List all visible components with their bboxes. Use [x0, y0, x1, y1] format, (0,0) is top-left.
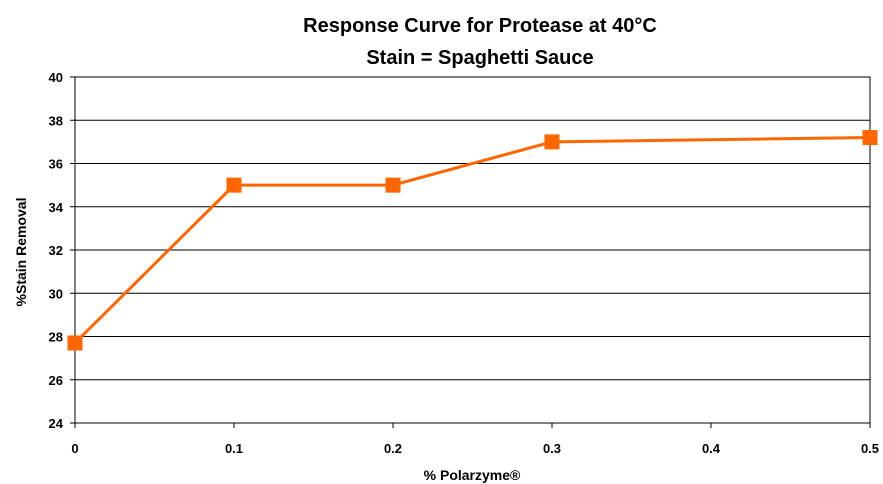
data-point-marker: [385, 177, 401, 193]
data-markers: [67, 130, 878, 351]
y-tick-label: 28: [49, 330, 63, 345]
series-line: [73, 136, 871, 345]
series-polyline: [73, 136, 871, 345]
chart-subtitle: Stain = Spaghetti Sauce: [366, 47, 593, 69]
data-point-marker: [67, 335, 83, 351]
y-tick-label: 36: [49, 157, 63, 172]
data-point-marker: [862, 130, 878, 146]
y-tick-label: 32: [49, 243, 63, 258]
y-tick-label: 26: [49, 373, 63, 388]
x-tick-label: 0.4: [702, 441, 721, 456]
tick-labels: 24 26 28 30 32 34 36 38 40 0 0.1 0.2 0.3 0.4 0.5: [49, 70, 880, 456]
x-axis-label: % Polarzyme®: [424, 467, 521, 483]
x-tick-label: 0.2: [384, 441, 402, 456]
y-tick-label: 38: [49, 113, 63, 128]
data-point-marker: [544, 134, 560, 150]
grid-lines: [75, 76, 870, 424]
y-tick-label: 24: [49, 416, 64, 431]
x-tick-label: 0.3: [543, 441, 561, 456]
y-tick-label: 40: [49, 70, 63, 85]
axes: [70, 76, 871, 428]
x-tick-label: 0.5: [861, 441, 879, 456]
data-point-marker: [226, 177, 242, 193]
y-tick-label: 34: [49, 200, 64, 215]
x-tick-label: 0.1: [225, 441, 243, 456]
chart-title: Response Curve for Protease at 40°C: [303, 15, 657, 37]
y-axis-label: %Stain Removal: [13, 198, 29, 307]
y-tick-label: 30: [49, 286, 63, 301]
x-tick-label: 0: [71, 441, 78, 456]
